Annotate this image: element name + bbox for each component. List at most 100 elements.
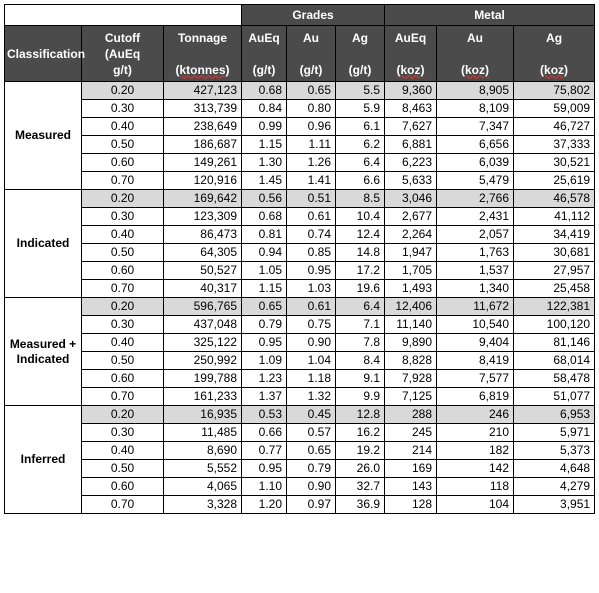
- table-row: 0.70 161,233 1.37 1.32 9.9 7,125 6,819 51,077: [5, 387, 596, 406]
- header-group-row: Grades Metal: [4, 4, 596, 26]
- metal-au-cell: 182: [436, 441, 515, 460]
- table-row: 0.50 186,687 1.15 1.11 6.2 6,881 6,656 37,333: [5, 135, 596, 154]
- table-row: Indicated 0.20 169,642 0.56 0.51 8.5 3,046 2,76…: [4, 189, 596, 298]
- table-row: 0.60 149,261 1.30 1.26 6.4 6,223 6,039 30,521: [5, 153, 596, 172]
- grade-au-cell: 0.74: [286, 225, 336, 244]
- tonnage-cell: 5,552: [163, 459, 242, 478]
- metal-aueq-cell: 169: [384, 459, 438, 478]
- tonnage-cell: 64,305: [163, 243, 242, 262]
- metal-ag-cell: 75,802: [513, 81, 596, 100]
- grade-au-cell: 0.65: [286, 81, 336, 100]
- grade-ag-cell: 14.8: [334, 243, 386, 262]
- metal-au-cell: 8,419: [436, 351, 515, 370]
- grade-ag-cell: 6.1: [334, 117, 386, 136]
- metal-aueq-cell: 7,928: [384, 369, 438, 388]
- metal-ag-cell: 41,112: [513, 207, 596, 226]
- tonnage-cell: 238,649: [163, 117, 242, 136]
- metal-aueq-cell: 128: [384, 495, 438, 514]
- column-name: AuEq: [248, 30, 280, 45]
- table-row: 0.50 250,992 1.09 1.04 8.4 8,828 8,419 68,014: [5, 351, 596, 370]
- grade-ag-cell: 36.9: [334, 495, 386, 514]
- classification-cell: Measured + Indicated: [4, 297, 82, 406]
- table-row: 0.70 3,328 1.20 0.97 36.9 128 104 3,951: [5, 495, 596, 514]
- tonnage-cell: 250,992: [163, 351, 242, 370]
- cutoff-cell: 0.40: [81, 441, 164, 460]
- grade-aueq-cell: 0.66: [241, 423, 287, 442]
- metal-ag-cell: 25,458: [513, 279, 596, 298]
- header-column-row: Classification Cutoff (AuEq g/t) Tonnage…: [4, 25, 596, 82]
- grade-aueq-cell: 0.95: [241, 333, 287, 352]
- metal-ag-cell: 4,648: [513, 459, 596, 478]
- metal-auEq-header: AuEq (koz): [384, 25, 438, 82]
- classification-cell: Inferred: [4, 405, 82, 514]
- metal-aueq-cell: 5,633: [384, 171, 438, 190]
- metal-ag-cell: 6,953: [513, 405, 596, 424]
- column-name: Ag: [546, 30, 563, 45]
- classification-cell: Measured: [4, 81, 82, 190]
- metal-au-cell: 210: [436, 423, 515, 442]
- mineral-resource-table: Grades Metal Classification Cutoff (AuEq…: [4, 4, 596, 514]
- cutoff-cell: 0.70: [81, 279, 164, 298]
- tonnage-unit: (ktonnes): [175, 62, 230, 77]
- metal-au-cell: 2,431: [436, 207, 515, 226]
- grade-ag-cell: 7.1: [334, 315, 386, 334]
- grade-ag-header: Ag (g/t): [334, 25, 386, 82]
- grade-aueq-cell: 1.15: [241, 135, 287, 154]
- grade-au-cell: 0.80: [286, 99, 336, 118]
- grade-au-cell: 1.26: [286, 153, 336, 172]
- cutoff-cell: 0.70: [81, 171, 164, 190]
- grade-ag-cell: 12.8: [334, 405, 386, 424]
- metal-ag-cell: 30,521: [513, 153, 596, 172]
- grade-au-cell: 1.32: [286, 387, 336, 406]
- metal-aueq-cell: 143: [384, 477, 438, 496]
- grade-au-cell: 0.51: [286, 189, 336, 208]
- metal-ag-cell: 5,373: [513, 441, 596, 460]
- cutoff-cell: 0.60: [81, 261, 164, 280]
- metal-ag-cell: 25,619: [513, 171, 596, 190]
- column-name: AuEq: [394, 30, 427, 45]
- metal-ag-header: Ag (koz): [513, 25, 596, 82]
- metal-ag-cell: 100,120: [513, 315, 596, 334]
- metal-aueq-cell: 11,140: [384, 315, 438, 334]
- cutoff-header-line: (AuEq: [104, 46, 141, 61]
- grade-aueq-cell: 1.05: [241, 261, 287, 280]
- cutoff-cell: 0.60: [81, 369, 164, 388]
- metal-ag-cell: 59,009: [513, 99, 596, 118]
- tonnage-cell: 149,261: [163, 153, 242, 172]
- grade-au-cell: 0.65: [286, 441, 336, 460]
- metal-au-cell: 5,479: [436, 171, 515, 190]
- metal-aueq-cell: 7,125: [384, 387, 438, 406]
- cutoff-header-line: Cutoff: [104, 30, 141, 45]
- metal-au-cell: 1,537: [436, 261, 515, 280]
- metal-ag-cell: 46,727: [513, 117, 596, 136]
- grade-aueq-cell: 1.37: [241, 387, 287, 406]
- metal-ag-cell: 81,146: [513, 333, 596, 352]
- table-row: 0.50 64,305 0.94 0.85 14.8 1,947 1,763 30,681: [5, 243, 596, 262]
- cutoff-header: Cutoff (AuEq g/t): [81, 25, 164, 82]
- metal-aueq-cell: 8,828: [384, 351, 438, 370]
- grade-aueq-cell: 1.09: [241, 351, 287, 370]
- metal-au-cell: 6,039: [436, 153, 515, 172]
- metal-au-cell: 6,819: [436, 387, 515, 406]
- grade-aueq-cell: 0.79: [241, 315, 287, 334]
- header-blank-cell: [4, 4, 242, 26]
- grade-ag-cell: 6.6: [334, 171, 386, 190]
- metal-au-cell: 10,540: [436, 315, 515, 334]
- grade-ag-cell: 9.9: [334, 387, 386, 406]
- tonnage-header: Tonnage (ktonnes): [163, 25, 242, 82]
- grade-au-cell: 1.03: [286, 279, 336, 298]
- grade-aueq-cell: 0.56: [241, 189, 287, 208]
- grade-au-cell: 0.61: [286, 207, 336, 226]
- metal-aueq-cell: 245: [384, 423, 438, 442]
- grade-ag-cell: 5.5: [334, 81, 386, 100]
- grade-ag-cell: 6.2: [334, 135, 386, 154]
- grade-ag-cell: 6.4: [334, 153, 386, 172]
- metal-aueq-cell: 9,360: [384, 81, 438, 100]
- table-row: 0.60 199,788 1.23 1.18 9.1 7,928 7,577 58,478: [5, 369, 596, 388]
- metal-ag-cell: 122,381: [513, 297, 596, 316]
- cutoff-cell: 0.40: [81, 225, 164, 244]
- column-unit: (g/t): [348, 62, 372, 77]
- tonnage-cell: 3,328: [163, 495, 242, 514]
- cutoff-cell: 0.50: [81, 243, 164, 262]
- tonnage-cell: 325,122: [163, 333, 242, 352]
